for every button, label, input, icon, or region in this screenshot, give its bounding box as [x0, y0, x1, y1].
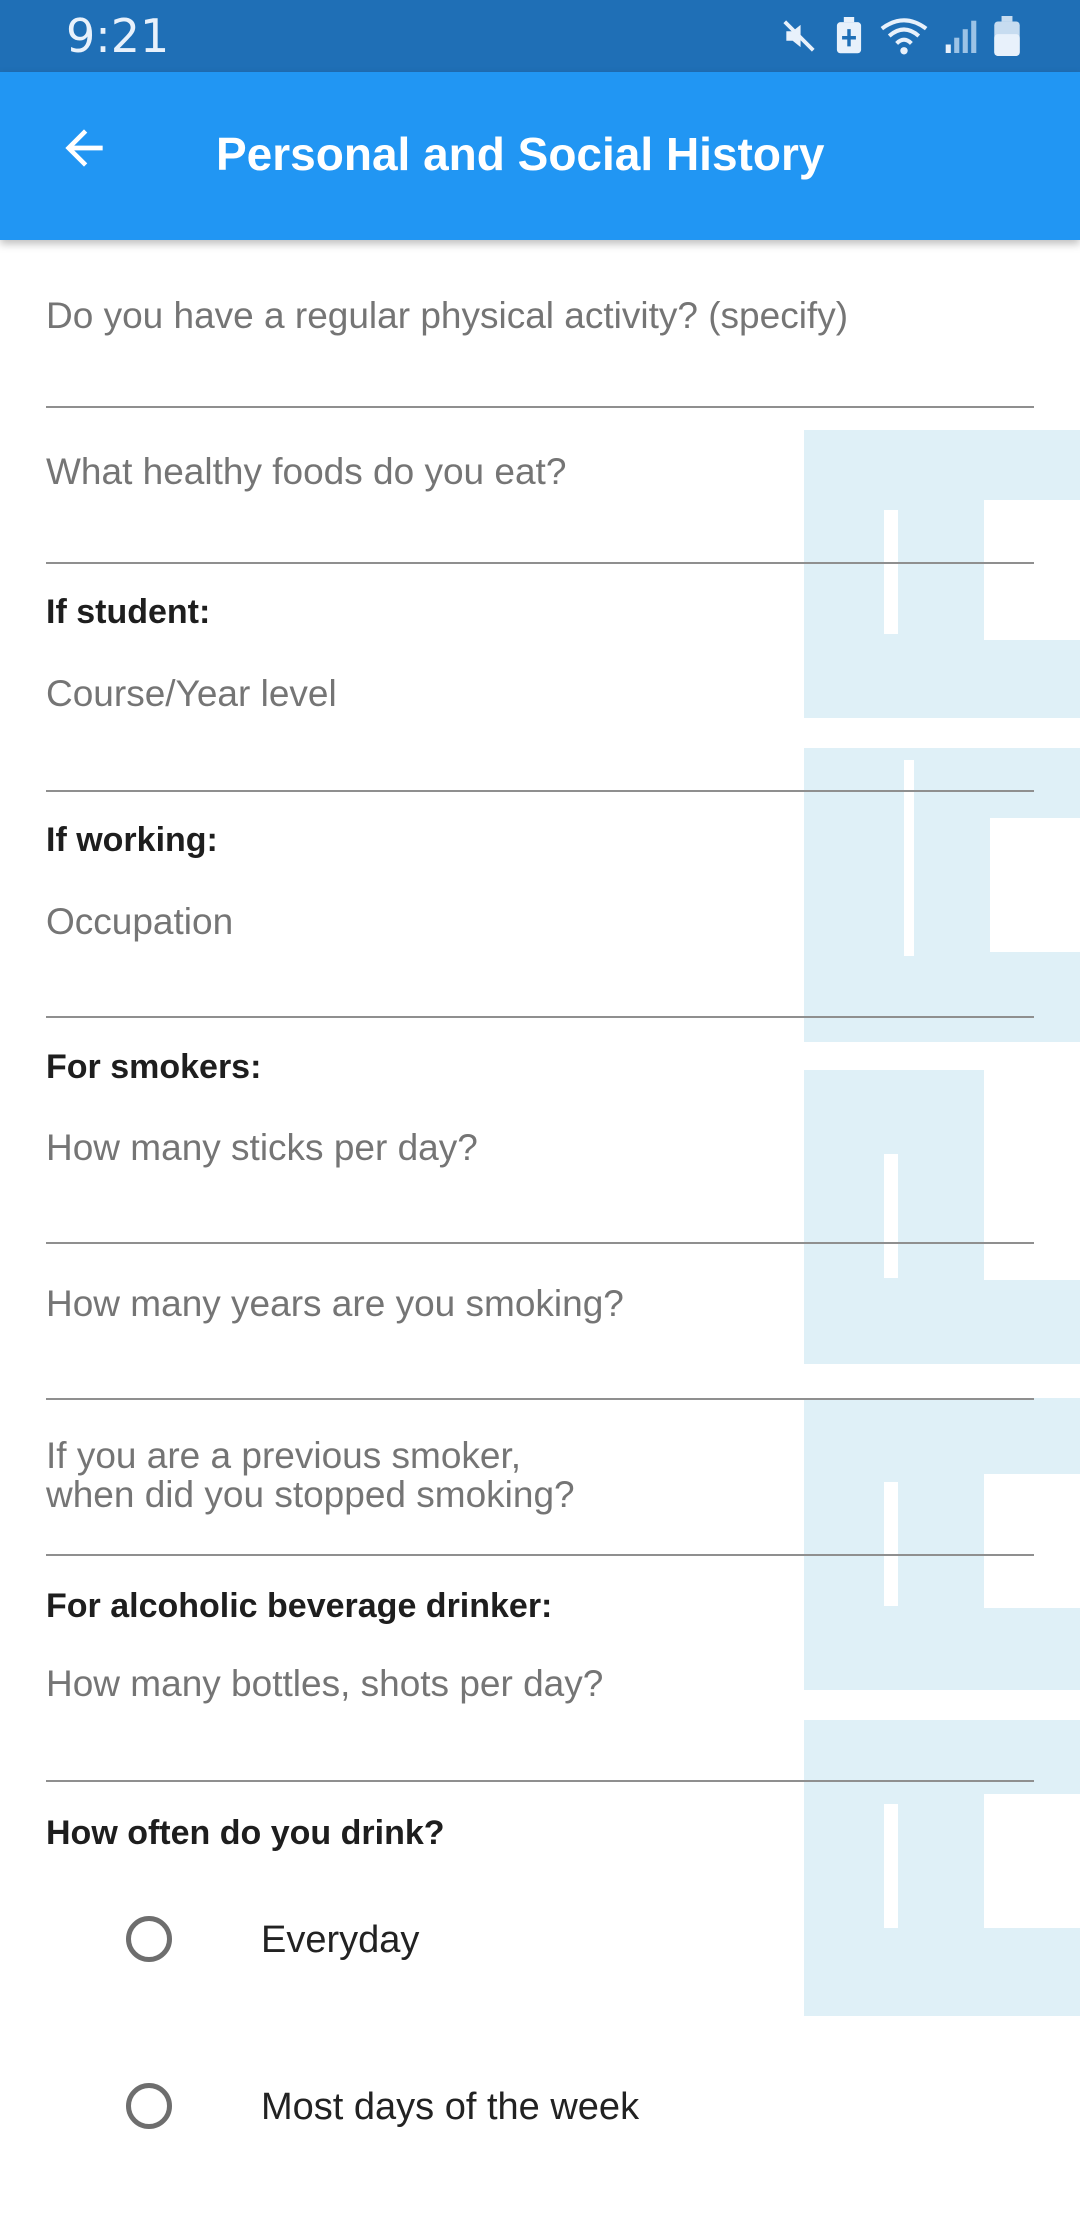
occupation-field[interactable]: Occupation — [46, 900, 1034, 1018]
app-bar: Personal and Social History — [0, 72, 1080, 240]
arrow-left-icon — [56, 120, 112, 181]
sticks-per-day-placeholder: How many sticks per day? — [46, 1128, 478, 1168]
stopped-smoking-placeholder-line1: If you are a previous smoker, — [46, 1436, 521, 1476]
physical-activity-field[interactable]: Do you have a regular physical activity?… — [46, 288, 1034, 408]
page-title: Personal and Social History — [216, 124, 824, 184]
back-button[interactable] — [46, 112, 122, 188]
radio-everyday[interactable]: Everyday — [0, 1888, 1080, 1998]
status-bar: 9:21 — [0, 0, 1080, 72]
wifi-icon — [880, 17, 928, 55]
radio-label-everyday: Everyday — [261, 1918, 419, 1962]
working-section-label: If working: — [46, 820, 218, 860]
course-year-placeholder: Course/Year level — [46, 674, 337, 714]
healthy-foods-field[interactable]: What healthy foods do you eat? — [46, 446, 1034, 564]
status-icons — [780, 14, 1020, 58]
mute-icon — [780, 17, 818, 55]
bottles-per-day-field[interactable]: How many bottles, shots per day? — [46, 1664, 1034, 1782]
status-time: 9:21 — [66, 8, 169, 64]
form-content: Do you have a regular physical activity?… — [0, 240, 1080, 2220]
occupation-placeholder: Occupation — [46, 902, 233, 942]
years-smoking-placeholder: How many years are you smoking? — [46, 1284, 624, 1324]
smokers-section-label: For smokers: — [46, 1047, 261, 1087]
radio-most-days[interactable]: Most days of the week — [0, 2055, 1080, 2165]
bottles-per-day-placeholder: How many bottles, shots per day? — [46, 1664, 603, 1704]
course-year-field[interactable]: Course/Year level — [46, 672, 1034, 792]
radio-label-most-days: Most days of the week — [261, 2085, 639, 2129]
alcohol-section-label: For alcoholic beverage drinker: — [46, 1586, 552, 1626]
battery-icon — [994, 16, 1020, 56]
physical-activity-placeholder: Do you have a regular physical activity?… — [46, 296, 848, 336]
signal-icon — [944, 17, 978, 55]
student-section-label: If student: — [46, 592, 210, 632]
years-smoking-field[interactable]: How many years are you smoking? — [46, 1282, 1034, 1400]
healthy-foods-placeholder: What healthy foods do you eat? — [46, 452, 566, 492]
sticks-per-day-field[interactable]: How many sticks per day? — [46, 1126, 1034, 1244]
drink-frequency-label: How often do you drink? — [46, 1813, 445, 1853]
stopped-smoking-field[interactable]: If you are a previous smoker, when did y… — [46, 1430, 1034, 1556]
radio-button[interactable] — [126, 2083, 172, 2129]
radio-button[interactable] — [126, 1916, 172, 1962]
battery-saver-icon — [834, 17, 864, 55]
stopped-smoking-placeholder-line2: when did you stopped smoking? — [46, 1475, 575, 1515]
